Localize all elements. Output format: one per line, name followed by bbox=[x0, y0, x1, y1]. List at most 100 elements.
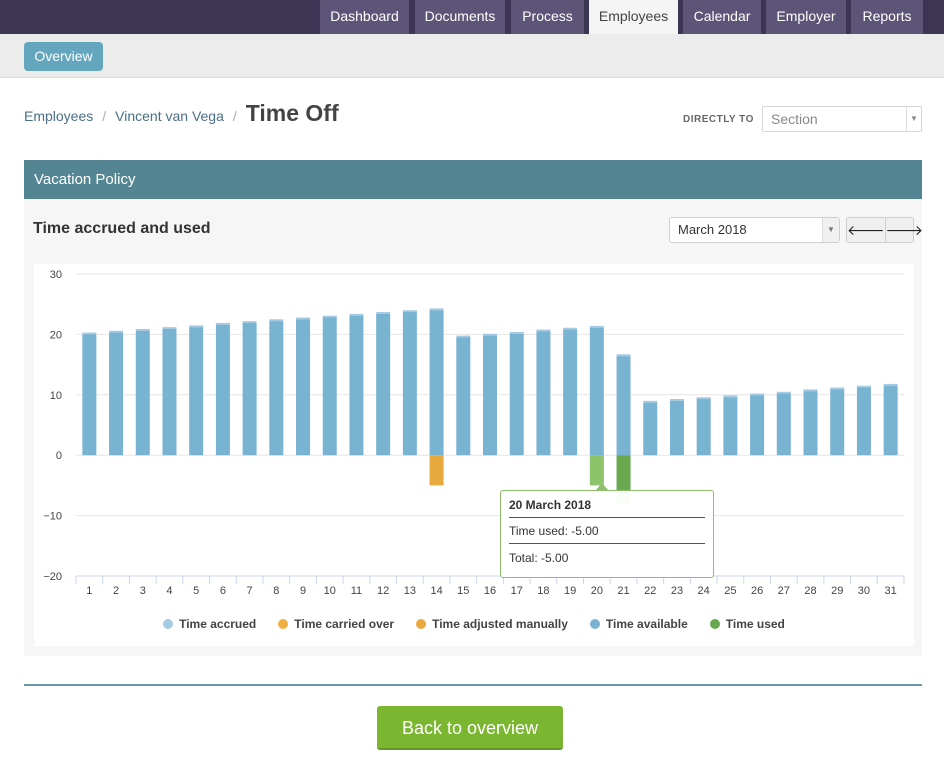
bar-time-accrued bbox=[402, 310, 417, 313]
month-select[interactable]: March 2018 ▼ bbox=[669, 217, 840, 243]
legend-item[interactable]: Time available bbox=[589, 617, 688, 631]
bar-time-available bbox=[509, 333, 524, 456]
x-tick-label: 29 bbox=[831, 585, 843, 597]
tab-calendar[interactable]: Calendar bbox=[683, 0, 761, 34]
x-tick-label: 20 bbox=[591, 585, 603, 597]
sub-navigation: Overview bbox=[0, 34, 944, 78]
bar-time-available bbox=[82, 334, 97, 456]
bar-time-available bbox=[723, 397, 738, 456]
bar-time-accrued bbox=[135, 328, 150, 331]
legend-dot-icon bbox=[278, 619, 289, 629]
bar-time-accrued bbox=[589, 325, 604, 328]
bar-time-available bbox=[135, 330, 150, 456]
bar-time-accrued bbox=[189, 325, 204, 328]
tab-employees[interactable]: Employees bbox=[589, 0, 678, 34]
tab-process[interactable]: Process bbox=[511, 0, 584, 34]
x-tick-label: 3 bbox=[140, 585, 146, 597]
x-tick-label: 13 bbox=[404, 585, 416, 597]
chart-tooltip: 20 March 2018 Time used: -5.00 Total: -5… bbox=[500, 483, 714, 578]
bar-time-accrued bbox=[643, 400, 658, 403]
bar-time-accrued bbox=[483, 333, 497, 336]
bar-time-available bbox=[803, 391, 818, 456]
bar-time-available bbox=[215, 324, 230, 456]
legend-dot-icon bbox=[163, 619, 174, 629]
bar-time-used bbox=[589, 455, 604, 486]
tab-dashboard[interactable]: Dashboard bbox=[320, 0, 409, 34]
back-to-overview-button[interactable]: Back to overview bbox=[377, 706, 563, 750]
y-tick-label: 20 bbox=[50, 329, 62, 341]
y-tick-label: 0 bbox=[56, 450, 62, 462]
bar-time-accrued bbox=[536, 329, 551, 332]
bar-time-accrued bbox=[322, 315, 337, 318]
bar-time-available bbox=[349, 315, 364, 456]
bar-time-accrued bbox=[376, 312, 391, 314]
page-title: Time Off bbox=[245, 100, 339, 126]
tooltip-arrow bbox=[595, 483, 609, 491]
x-tick-label: 8 bbox=[273, 585, 279, 597]
bar-time-available bbox=[109, 332, 124, 456]
x-tick-label: 2 bbox=[113, 585, 119, 597]
prev-month-button[interactable]: 🡐 bbox=[847, 218, 885, 242]
legend-item[interactable]: Time accrued bbox=[163, 617, 256, 631]
x-tick-label: 17 bbox=[511, 585, 523, 597]
arrow-left-icon: 🡐 bbox=[847, 222, 885, 238]
vacation-policy-panel: Vacation Policy Time accrued and used Ma… bbox=[24, 160, 923, 656]
bar-time-available bbox=[563, 329, 578, 456]
bar-time-available bbox=[483, 335, 497, 456]
section-select-placeholder: Section bbox=[771, 111, 818, 127]
x-tick-label: 24 bbox=[698, 585, 710, 597]
x-tick-label: 26 bbox=[751, 585, 763, 597]
x-tick-label: 1 bbox=[86, 585, 92, 597]
x-tick-label: 22 bbox=[644, 585, 656, 597]
bar-time-accrued bbox=[856, 385, 871, 388]
bar-time-accrued bbox=[162, 327, 177, 329]
chevron-down-icon: ▼ bbox=[822, 218, 839, 242]
bar-time-accrued bbox=[696, 397, 711, 400]
directly-to-label: DIRECTLY TO bbox=[683, 114, 754, 125]
x-tick-label: 28 bbox=[804, 585, 816, 597]
bar-time-accrued bbox=[456, 335, 471, 338]
legend-item[interactable]: Time used bbox=[709, 617, 785, 631]
breadcrumb-employees-link[interactable]: Employees bbox=[24, 108, 94, 124]
bar-time-available bbox=[830, 389, 845, 456]
overview-button[interactable]: Overview bbox=[24, 42, 103, 71]
next-month-button[interactable]: 🡒 bbox=[884, 218, 923, 242]
bar-time-available bbox=[776, 393, 791, 456]
time-off-chart: 30 20 10 0 −10 −20 1 2 3 4 5 6 7 8 9 10 11 12 13 14 15 16 17 18… bbox=[34, 264, 914, 646]
breadcrumb-separator: / bbox=[232, 108, 237, 124]
bar-time-available bbox=[589, 327, 604, 456]
tab-employer[interactable]: Employer bbox=[766, 0, 846, 34]
bar-time-available bbox=[536, 331, 551, 456]
x-tick-label: 11 bbox=[351, 585, 362, 597]
x-tick-label: 18 bbox=[537, 585, 549, 597]
legend-label: Time carried over bbox=[294, 617, 395, 631]
x-tick-label: 15 bbox=[457, 585, 469, 597]
tab-reports[interactable]: Reports bbox=[851, 0, 923, 34]
x-tick-label: 7 bbox=[247, 585, 253, 597]
tab-documents[interactable]: Documents bbox=[415, 0, 505, 34]
bar-time-accrued bbox=[242, 321, 257, 323]
legend-dot-icon bbox=[416, 619, 427, 629]
bar-time-available bbox=[669, 400, 684, 456]
bar-time-available bbox=[296, 319, 311, 456]
bar-time-accrued bbox=[269, 319, 284, 322]
bar-time-available bbox=[456, 337, 471, 456]
footer-divider bbox=[24, 684, 922, 686]
legend-label: Time accrued bbox=[179, 617, 257, 631]
legend-item[interactable]: Time carried over bbox=[278, 617, 394, 631]
x-tick-label: 23 bbox=[671, 585, 683, 597]
x-tick-label: 10 bbox=[324, 585, 336, 597]
bar-time-available bbox=[322, 317, 337, 456]
bar-time-accrued bbox=[82, 332, 97, 335]
bar-time-accrued bbox=[830, 387, 845, 390]
section-select[interactable]: Section ▼ bbox=[762, 106, 922, 132]
x-tick-label: 27 bbox=[778, 585, 790, 597]
bar-time-available bbox=[429, 310, 444, 456]
legend-item[interactable]: Time adjusted manually bbox=[416, 617, 568, 631]
y-tick-label: −20 bbox=[43, 571, 62, 583]
x-tick-label: 25 bbox=[724, 585, 736, 597]
panel-title: Vacation Policy bbox=[24, 160, 922, 199]
breadcrumb-employee-link[interactable]: Vincent van Vega bbox=[115, 108, 224, 124]
legend-dot-icon bbox=[709, 619, 720, 629]
